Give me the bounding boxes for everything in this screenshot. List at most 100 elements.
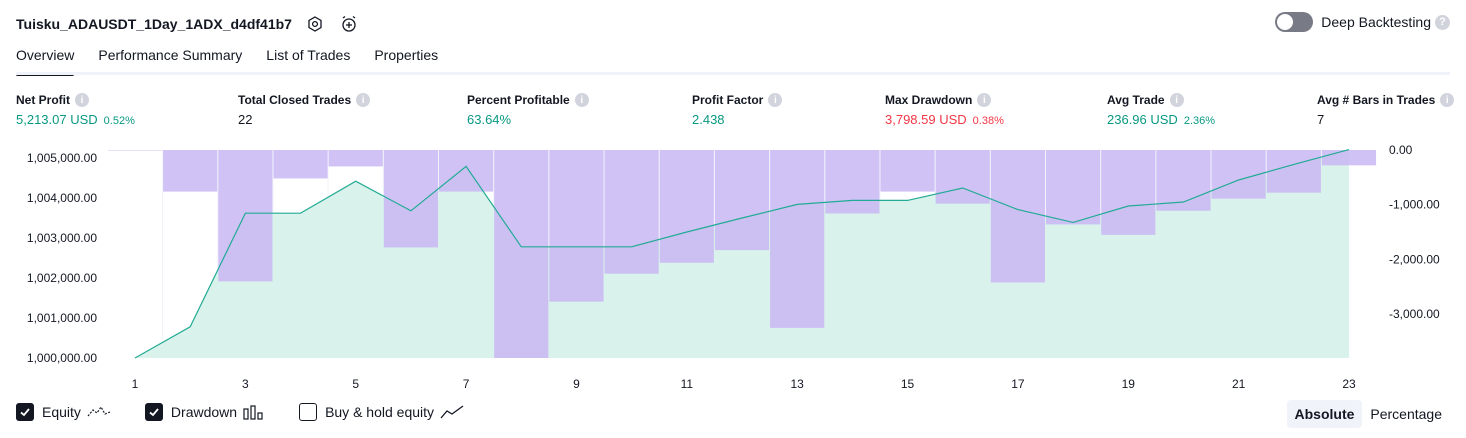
equity-checkbox[interactable] [16, 403, 34, 421]
tab-list-of-trades[interactable]: List of Trades [266, 47, 351, 63]
info-icon[interactable]: i [75, 93, 89, 107]
metric-percent: 0.38% [972, 115, 1004, 127]
x-axis-label: 15 [901, 377, 915, 391]
metric-max-drawdown: Max Drawdown i 3,798.59 USD 0.38% [885, 93, 1004, 127]
legend-equity[interactable]: Equity [16, 403, 111, 421]
metric-profit-factor: Profit Factor i 2.438 [692, 93, 783, 127]
x-axis-label: 3 [242, 377, 249, 391]
drawdown-bar [1046, 150, 1101, 225]
metric-value: 236.96 USD [1107, 112, 1178, 127]
equity-line [134, 149, 1350, 359]
metric-value: 22 [238, 112, 253, 127]
tab-overview[interactable]: Overview [16, 47, 75, 76]
equity-chart[interactable]: 1,000,000.00 1,001,000.00 1,002,000.00 1,00… [0, 140, 1466, 398]
drawdown-bar [825, 150, 880, 214]
help-icon[interactable]: ? [1435, 14, 1450, 30]
x-axis-label: 7 [463, 377, 470, 391]
legend-label: Buy & hold equity [325, 404, 435, 420]
drawdown-checkbox[interactable] [144, 403, 163, 421]
info-icon[interactable]: i [977, 93, 992, 107]
x-axis-label: 23 [1342, 377, 1356, 391]
drawdown-bar [1266, 150, 1321, 193]
drawdown-bar [604, 150, 659, 274]
right-axis-label: 0.00 [1389, 143, 1413, 157]
metric-value: 7 [1317, 112, 1325, 127]
metrics-row: Net Profit i 5,213.07 USD 0.52% Total Clos… [16, 93, 1455, 133]
trend-line-icon [440, 404, 464, 420]
right-axis-label: -3,000.00 [1389, 307, 1440, 321]
metric-label: Total Closed Trades [238, 93, 352, 107]
drawdown-bars-icon [243, 404, 265, 420]
header: Tuisku_ADAUSDT_1Day_1ADX_d4df41b7 [16, 10, 360, 38]
left-axis-label: 1,000,000.00 [27, 351, 97, 365]
metric-total-closed-trades: Total Closed Trades i 22 [238, 93, 371, 127]
metric-avg-bars: Avg # Bars in Trades i 7 [1317, 93, 1455, 127]
info-icon[interactable]: i [574, 93, 589, 107]
info-icon[interactable]: i [768, 93, 783, 107]
drawdown-bar [439, 150, 494, 192]
deep-backtesting-label: Deep Backtesting [1321, 14, 1431, 30]
legend-drawdown[interactable]: Drawdown [144, 403, 265, 421]
x-axis-label: 17 [1011, 377, 1025, 391]
info-icon[interactable]: i [1440, 93, 1455, 107]
drawdown-bar [328, 150, 383, 167]
metric-value: 2.438 [692, 112, 725, 127]
metric-avg-trade: Avg Trade i 236.96 USD 2.36% [1107, 93, 1215, 127]
metric-label: Percent Profitable [467, 93, 570, 107]
settings-icon[interactable] [304, 13, 326, 35]
drawdown-bar [1156, 150, 1211, 211]
x-axis-label: 13 [791, 377, 805, 391]
drawdown-bar [770, 150, 825, 328]
tab-properties[interactable]: Properties [374, 47, 439, 63]
metric-label: Net Profit [16, 93, 70, 107]
drawdown-bar [1101, 150, 1156, 235]
equity-line-icon [87, 404, 111, 420]
percentage-button[interactable]: Percentage [1370, 406, 1442, 422]
absolute-button[interactable]: Absolute [1286, 400, 1363, 428]
strategy-title: Tuisku_ADAUSDT_1Day_1ADX_d4df41b7 [16, 16, 292, 32]
drawdown-bar [494, 150, 549, 358]
x-axis-label: 19 [1122, 377, 1136, 391]
left-axis-label: 1,005,000.00 [27, 151, 97, 165]
metric-percent: 0.52% [103, 115, 135, 127]
add-alert-icon[interactable] [338, 13, 360, 35]
metric-value: 5,213.07 USD [16, 112, 98, 127]
left-axis-label: 1,002,000.00 [27, 271, 97, 285]
right-axis-label: -1,000.00 [1389, 198, 1440, 212]
legend-label: Drawdown [170, 404, 238, 420]
metric-percent: 2.36% [1183, 115, 1216, 127]
chart-legend: Equity Drawdown Buy & hold equity [16, 403, 498, 421]
drawdown-bar [218, 150, 273, 282]
x-axis-label: 21 [1232, 377, 1246, 391]
chart-svg: 1,000,000.00 1,001,000.00 1,002,000.00 1,00… [27, 143, 1440, 391]
left-axis-label: 1,003,000.00 [27, 231, 97, 245]
metric-label: Avg Trade [1107, 93, 1165, 107]
drawdown-bar [549, 150, 604, 302]
drawdown-bar [659, 150, 714, 263]
drawdown-bar [163, 150, 218, 192]
metric-value: 3,798.59 USD [885, 112, 967, 127]
left-axis-label: 1,001,000.00 [27, 311, 97, 325]
drawdown-bar [714, 150, 770, 251]
x-axis-label: 9 [573, 377, 580, 391]
drawdown-bar [383, 150, 438, 248]
x-axis-label: 11 [681, 377, 694, 391]
legend-label: Equity [42, 404, 81, 420]
legend-buy-hold[interactable]: Buy & hold equity [299, 403, 464, 421]
metric-net-profit: Net Profit i 5,213.07 USD 0.52% [16, 93, 135, 127]
x-axis-label: 1 [132, 377, 139, 391]
metric-value: 63.64% [467, 112, 512, 127]
info-icon[interactable]: i [1169, 93, 1184, 107]
left-axis-label: 1,004,000.00 [27, 191, 97, 205]
tabs-divider [16, 72, 1450, 75]
deep-backtesting: Deep Backtesting ? [1275, 12, 1450, 32]
toggle-knob [1277, 14, 1294, 30]
buy-hold-checkbox[interactable] [299, 403, 318, 421]
drawdown-bar [990, 150, 1045, 283]
metric-label: Profit Factor [692, 93, 764, 107]
tab-performance-summary[interactable]: Performance Summary [98, 47, 243, 63]
deep-backtesting-toggle[interactable] [1275, 12, 1314, 32]
info-icon[interactable]: i [356, 93, 371, 107]
drawdown-bar [107, 150, 163, 151]
metric-label: Avg # Bars in Trades [1317, 93, 1436, 107]
